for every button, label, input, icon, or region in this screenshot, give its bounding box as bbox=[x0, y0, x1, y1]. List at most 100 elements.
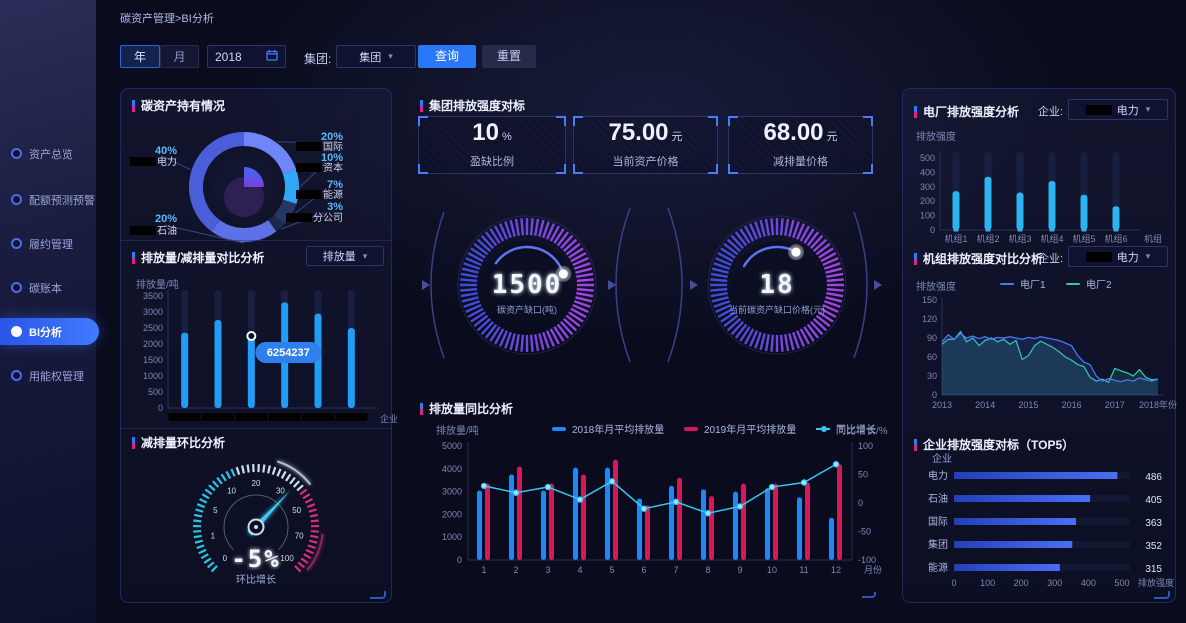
growth-point[interactable] bbox=[608, 478, 616, 485]
bar-2018[interactable] bbox=[733, 491, 738, 560]
growth-point[interactable] bbox=[576, 496, 584, 503]
bar[interactable] bbox=[1080, 194, 1088, 230]
growth-point[interactable] bbox=[800, 479, 808, 486]
svg-text:机组3: 机组3 bbox=[1008, 233, 1031, 244]
plant-enterprise-select[interactable]: 电力 ▾ bbox=[1068, 99, 1168, 120]
bar-2018[interactable] bbox=[765, 488, 770, 560]
bar[interactable] bbox=[1112, 206, 1120, 230]
chevron-down-icon: ▾ bbox=[1145, 104, 1151, 114]
bar-2018[interactable] bbox=[797, 497, 802, 560]
group-select[interactable]: 集团 ▾ bbox=[336, 45, 416, 68]
unit-enterprise-select[interactable]: 电力 ▾ bbox=[1068, 246, 1168, 267]
donut-segment-石油[interactable] bbox=[211, 219, 277, 242]
donut-segment-电力[interactable] bbox=[189, 132, 245, 232]
svg-text:电力: 电力 bbox=[928, 469, 948, 482]
sidebar-item-compliance[interactable]: 履约管理 bbox=[0, 230, 99, 257]
bar-2018[interactable] bbox=[477, 490, 482, 560]
emission-type-select[interactable]: 排放量 ▾ bbox=[306, 246, 384, 266]
bar[interactable] bbox=[952, 191, 960, 230]
bar-2019[interactable] bbox=[773, 483, 778, 560]
gap-price-ring-gauge: 18 当前碳资产缺口价格(元) bbox=[707, 215, 847, 355]
bar-2019[interactable] bbox=[549, 483, 554, 560]
hbar-集团[interactable] bbox=[954, 541, 1073, 548]
bar-2018[interactable] bbox=[669, 485, 674, 560]
bar[interactable] bbox=[247, 336, 255, 408]
growth-point[interactable] bbox=[544, 483, 552, 491]
growth-point[interactable] bbox=[512, 489, 520, 496]
bar-2019[interactable] bbox=[805, 482, 810, 560]
month-tab[interactable]: 月 bbox=[160, 45, 199, 68]
line-电厂1[interactable] bbox=[941, 332, 1159, 383]
bar-2019[interactable] bbox=[581, 474, 586, 561]
svg-text:-5%: -5% bbox=[231, 545, 280, 573]
svg-text:2016: 2016 bbox=[1062, 400, 1082, 410]
sidebar-item-energy-rights[interactable]: 用能权管理 bbox=[0, 362, 99, 389]
bar-2019[interactable] bbox=[677, 477, 682, 560]
donut-segment-资本[interactable] bbox=[282, 170, 299, 204]
growth-point[interactable] bbox=[736, 503, 744, 510]
legend-plant2[interactable]: 电厂2 bbox=[1066, 276, 1112, 291]
bar[interactable] bbox=[1048, 181, 1056, 230]
line-电厂2[interactable] bbox=[941, 330, 1159, 384]
growth-point[interactable] bbox=[704, 510, 712, 517]
svg-text:100: 100 bbox=[980, 578, 995, 588]
sidebar-item-asset-overview[interactable]: 资产总览 bbox=[0, 140, 99, 167]
bar-2018[interactable] bbox=[637, 498, 642, 560]
bar-2019[interactable] bbox=[709, 496, 714, 560]
bar-2018[interactable] bbox=[605, 467, 610, 560]
sidebar-item-carbon-ledger[interactable]: 碳账本 bbox=[0, 274, 99, 301]
donut-segment-能源[interactable] bbox=[273, 199, 297, 225]
growth-point[interactable] bbox=[832, 461, 840, 468]
bar-2019[interactable] bbox=[485, 483, 490, 560]
bar-2018[interactable] bbox=[509, 474, 514, 561]
calendar-icon[interactable] bbox=[266, 49, 278, 64]
hbar-石油[interactable] bbox=[954, 495, 1091, 502]
donut-segment-分公司[interactable] bbox=[267, 214, 285, 232]
bar[interactable] bbox=[181, 332, 189, 408]
donut-segment-国际[interactable] bbox=[243, 132, 297, 175]
emission-bars-ylabel: 排放量/吨 bbox=[136, 280, 179, 291]
bar-2018[interactable] bbox=[701, 489, 706, 560]
reset-button[interactable]: 重置 bbox=[482, 45, 536, 68]
year-tab[interactable]: 年 bbox=[120, 45, 160, 68]
plant-enterprise-label: 企业: bbox=[1038, 106, 1064, 118]
plant-bars-chart: 0 100 200 300 400 500 机组1 机组2 机组3 机组4 机组5 机组6 机组 bbox=[920, 152, 1162, 244]
legend-growth[interactable]: 同比增长 bbox=[816, 421, 876, 436]
emission-type-value: 排放量 bbox=[322, 251, 356, 263]
svg-text:70: 70 bbox=[295, 532, 304, 541]
bar[interactable] bbox=[314, 313, 322, 408]
bar-2019[interactable] bbox=[613, 459, 618, 560]
sidebar-item-bi-analysis[interactable]: BI分析 bbox=[0, 318, 99, 345]
group-filter-label: 集团: bbox=[304, 52, 332, 66]
svg-text:352: 352 bbox=[1145, 541, 1162, 552]
svg-text:2014: 2014 bbox=[975, 400, 995, 410]
year-picker-input[interactable]: 2018 bbox=[207, 45, 286, 68]
bar-2019[interactable] bbox=[837, 464, 842, 560]
svg-text:7: 7 bbox=[673, 565, 678, 575]
stat-label: 当前资产价格 bbox=[612, 156, 679, 168]
growth-point[interactable] bbox=[672, 498, 680, 506]
bar-2018[interactable] bbox=[829, 517, 834, 560]
growth-point[interactable] bbox=[768, 483, 776, 491]
growth-point[interactable] bbox=[640, 505, 648, 512]
sidebar-item-quota-forecast[interactable]: 配额预测预警 bbox=[0, 186, 99, 213]
hbar-电力[interactable] bbox=[954, 472, 1118, 479]
bar[interactable] bbox=[214, 320, 222, 408]
bar-2018[interactable] bbox=[573, 467, 578, 560]
legend-2018[interactable]: 2018年月平均排放量 bbox=[552, 421, 664, 436]
svg-text:企业: 企业 bbox=[932, 452, 952, 465]
bar[interactable] bbox=[347, 328, 355, 408]
hbar-国际[interactable] bbox=[954, 518, 1076, 525]
growth-point[interactable] bbox=[480, 482, 488, 490]
hbar-能源[interactable] bbox=[954, 564, 1060, 571]
bar-2019[interactable] bbox=[645, 505, 650, 560]
legend-2019[interactable]: 2019年月平均排放量 bbox=[684, 421, 796, 436]
bar[interactable] bbox=[1016, 192, 1024, 230]
legend-plant1[interactable]: 电厂1 bbox=[1000, 276, 1046, 291]
bar-2019[interactable] bbox=[517, 466, 522, 560]
bar-2018[interactable] bbox=[541, 490, 546, 560]
bar-2019[interactable] bbox=[741, 483, 746, 560]
bar[interactable] bbox=[984, 176, 992, 230]
query-button[interactable]: 查询 bbox=[418, 45, 476, 68]
